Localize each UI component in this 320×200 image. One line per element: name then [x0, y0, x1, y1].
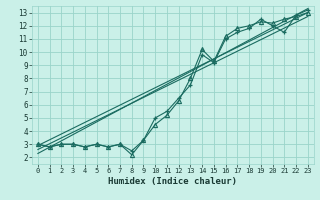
X-axis label: Humidex (Indice chaleur): Humidex (Indice chaleur): [108, 177, 237, 186]
